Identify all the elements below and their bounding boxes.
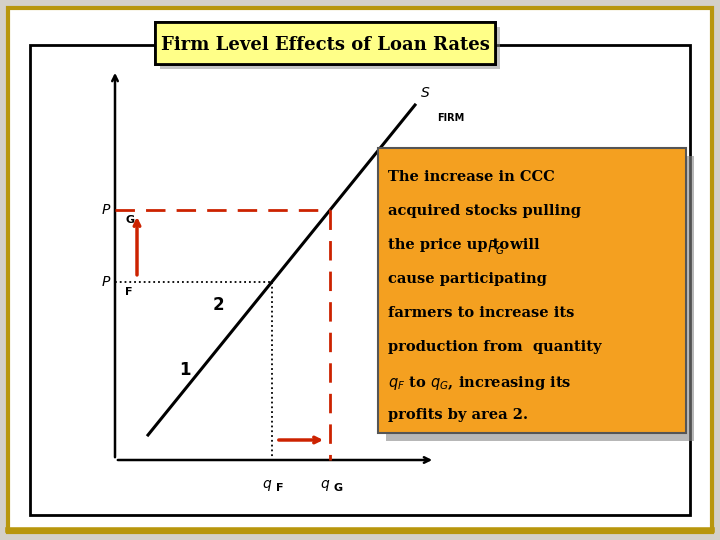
Text: will: will: [505, 238, 540, 252]
Text: F: F: [125, 287, 132, 297]
Text: $P$: $P$: [101, 275, 111, 289]
Text: $P_G$: $P_G$: [487, 238, 505, 256]
Bar: [378, 148, 686, 433]
Text: farmers to increase its: farmers to increase its: [388, 306, 575, 320]
Text: Firm Level Effects of Loan Rates: Firm Level Effects of Loan Rates: [161, 36, 490, 54]
Text: The increase in CCC: The increase in CCC: [388, 170, 554, 184]
Text: 1: 1: [179, 361, 191, 379]
Text: production from  quantity: production from quantity: [388, 340, 601, 354]
Text: 2: 2: [212, 296, 224, 314]
Bar: [386, 156, 694, 441]
Text: profits by area 2.: profits by area 2.: [388, 408, 528, 422]
Text: F: F: [276, 483, 284, 493]
Bar: [155, 22, 495, 64]
Text: $S$: $S$: [420, 86, 431, 100]
Text: cause participating: cause participating: [388, 272, 547, 286]
Text: $q$: $q$: [320, 478, 330, 493]
Bar: [155, 22, 495, 64]
Text: acquired stocks pulling: acquired stocks pulling: [388, 204, 581, 218]
Bar: [30, 45, 690, 515]
Text: G: G: [334, 483, 343, 493]
Text: the price up to: the price up to: [388, 238, 514, 252]
Text: $q$: $q$: [262, 478, 272, 493]
Text: $P$: $P$: [101, 203, 111, 217]
Text: FIRM: FIRM: [437, 113, 464, 123]
Bar: [160, 27, 500, 69]
Text: G: G: [125, 215, 134, 225]
Text: $q_F$ to $q_G$, increasing its: $q_F$ to $q_G$, increasing its: [388, 374, 572, 392]
